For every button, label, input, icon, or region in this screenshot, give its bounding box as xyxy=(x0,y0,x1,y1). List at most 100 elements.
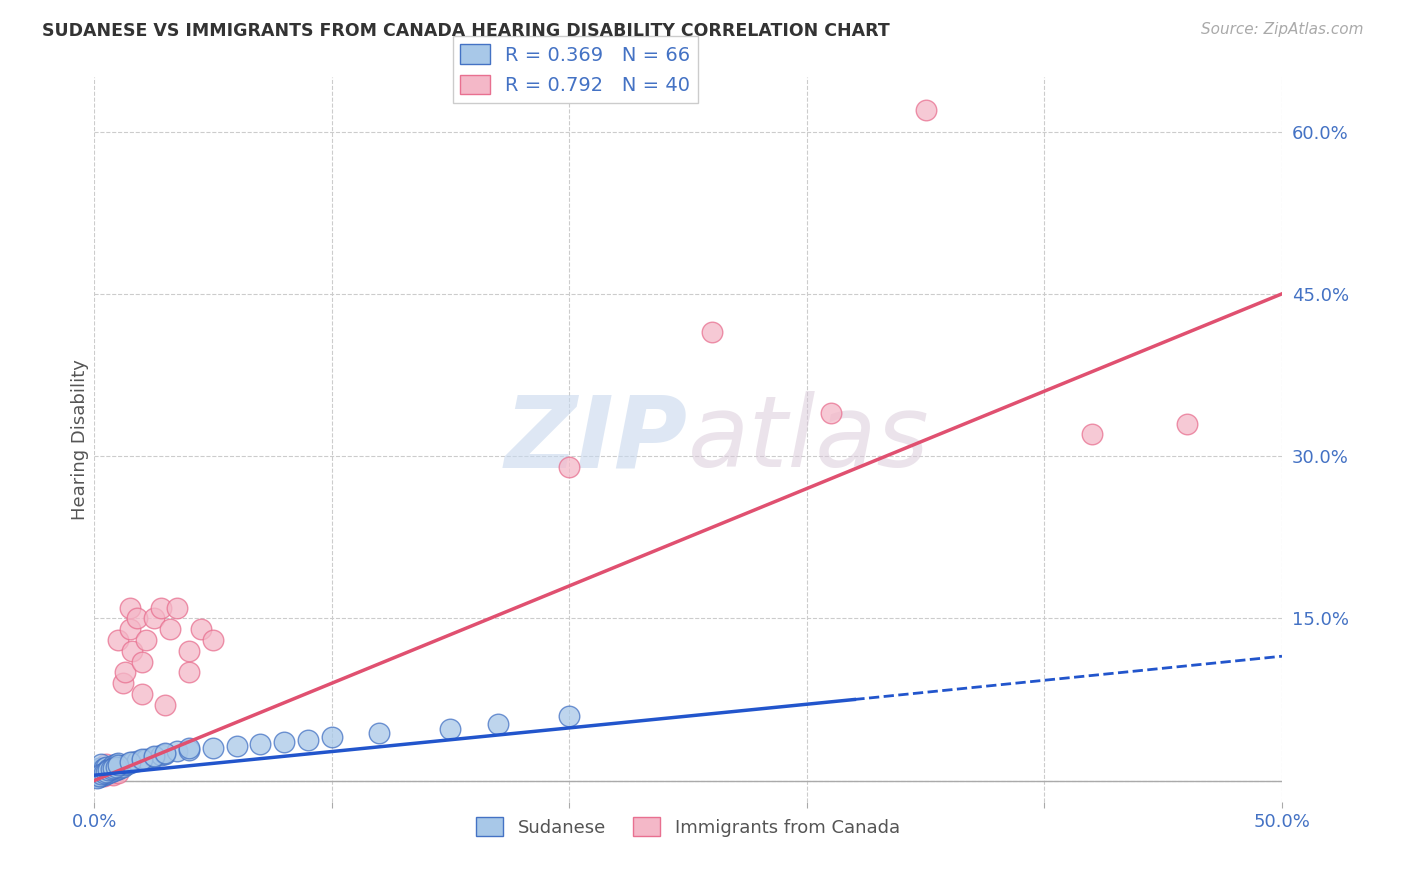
Point xyxy=(155,747,177,761)
Point xyxy=(101,761,124,775)
Point xyxy=(121,756,143,770)
Point xyxy=(121,644,143,658)
Point xyxy=(558,459,581,474)
Point xyxy=(87,768,110,782)
Point xyxy=(131,655,153,669)
Point xyxy=(155,746,177,760)
Point xyxy=(93,769,115,783)
Text: atlas: atlas xyxy=(688,392,929,488)
Point xyxy=(87,761,110,775)
Point xyxy=(90,757,112,772)
Point xyxy=(179,741,201,756)
Point xyxy=(700,325,723,339)
Point xyxy=(101,758,124,772)
Point xyxy=(97,766,120,780)
Point xyxy=(94,764,117,778)
Point xyxy=(118,600,141,615)
Y-axis label: Hearing Disability: Hearing Disability xyxy=(72,359,89,520)
Point xyxy=(135,632,157,647)
Text: ZIP: ZIP xyxy=(505,392,688,488)
Point xyxy=(118,756,141,771)
Point xyxy=(110,761,132,775)
Point xyxy=(86,772,108,786)
Point xyxy=(225,739,247,753)
Point xyxy=(107,762,129,776)
Point xyxy=(111,676,134,690)
Point xyxy=(558,708,581,723)
Point xyxy=(94,764,117,779)
Point xyxy=(125,611,148,625)
Point xyxy=(93,768,115,782)
Point xyxy=(87,769,110,783)
Point xyxy=(201,632,224,647)
Point xyxy=(87,767,110,781)
Point xyxy=(87,771,110,785)
Point xyxy=(179,665,201,680)
Point xyxy=(90,767,112,781)
Point xyxy=(97,764,120,779)
Text: Source: ZipAtlas.com: Source: ZipAtlas.com xyxy=(1201,22,1364,37)
Point xyxy=(90,769,112,783)
Point xyxy=(104,759,127,773)
Point xyxy=(1175,417,1198,431)
Point xyxy=(142,611,165,625)
Point xyxy=(149,600,172,615)
Point xyxy=(94,757,117,772)
Point xyxy=(117,757,139,772)
Point xyxy=(90,767,112,781)
Point xyxy=(321,731,343,745)
Point xyxy=(93,761,115,775)
Point xyxy=(1081,427,1104,442)
Point xyxy=(159,622,181,636)
Point xyxy=(107,758,129,772)
Point xyxy=(273,734,295,748)
Point xyxy=(179,743,201,757)
Point xyxy=(201,741,224,756)
Point xyxy=(107,766,129,780)
Text: SUDANESE VS IMMIGRANTS FROM CANADA HEARING DISABILITY CORRELATION CHART: SUDANESE VS IMMIGRANTS FROM CANADA HEARI… xyxy=(42,22,890,40)
Point xyxy=(101,768,124,782)
Point xyxy=(249,737,271,751)
Point xyxy=(86,763,108,777)
Point xyxy=(166,600,188,615)
Legend: Sudanese, Immigrants from Canada: Sudanese, Immigrants from Canada xyxy=(470,810,907,844)
Point xyxy=(94,759,117,773)
Point xyxy=(100,764,122,779)
Point xyxy=(131,752,153,766)
Point xyxy=(94,766,117,780)
Point xyxy=(142,749,165,764)
Point xyxy=(179,644,201,658)
Point xyxy=(820,406,842,420)
Point xyxy=(142,748,165,763)
Point xyxy=(87,764,110,778)
Point xyxy=(104,763,127,777)
Point xyxy=(486,717,509,731)
Point xyxy=(166,744,188,758)
Point xyxy=(297,732,319,747)
Point xyxy=(93,764,115,779)
Point xyxy=(93,761,115,775)
Point xyxy=(90,766,112,780)
Point xyxy=(118,756,141,770)
Point xyxy=(86,763,108,777)
Point xyxy=(190,622,212,636)
Point xyxy=(86,764,108,779)
Point xyxy=(131,687,153,701)
Point xyxy=(100,762,122,776)
Point xyxy=(94,767,117,781)
Point xyxy=(93,766,115,780)
Point xyxy=(135,752,157,766)
Point xyxy=(101,764,124,778)
Point xyxy=(111,759,134,773)
Point xyxy=(914,103,936,117)
Point xyxy=(131,753,153,767)
Point xyxy=(439,722,461,736)
Point xyxy=(90,763,112,777)
Point xyxy=(97,762,120,776)
Point xyxy=(114,758,136,772)
Point xyxy=(368,726,391,740)
Point xyxy=(114,665,136,680)
Point xyxy=(107,632,129,647)
Point xyxy=(101,761,124,775)
Point xyxy=(100,767,122,781)
